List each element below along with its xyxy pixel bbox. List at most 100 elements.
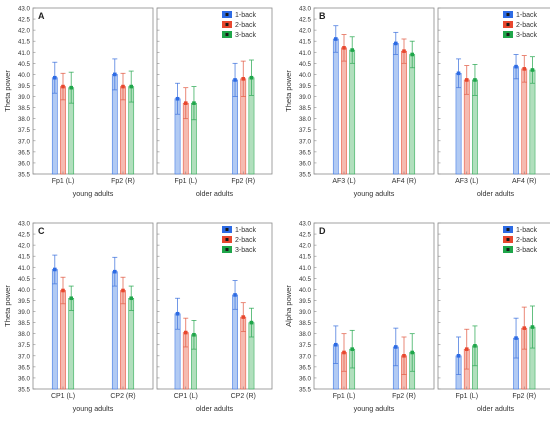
mean-marker bbox=[121, 84, 125, 89]
y-tick-label: 40.0 bbox=[299, 72, 312, 79]
y-tick-label: 40.0 bbox=[299, 287, 312, 294]
mean-marker bbox=[233, 293, 237, 297]
y-tick-label: 35.5 bbox=[18, 387, 31, 394]
mean-marker bbox=[192, 332, 196, 337]
y-tick-label: 38.5 bbox=[18, 105, 31, 112]
mean-marker bbox=[350, 347, 354, 351]
x-tick-label: CP1 (L) bbox=[51, 393, 75, 400]
group-box-young: Fp1 (L) Fp2 (R) young adults bbox=[32, 7, 154, 198]
y-tick-label: 37.0 bbox=[18, 353, 31, 360]
y-tick-label: 41.0 bbox=[18, 265, 31, 272]
legend-marker bbox=[506, 13, 510, 16]
legend-item: 1-back bbox=[222, 11, 257, 19]
legend-marker bbox=[225, 13, 229, 16]
bar bbox=[409, 54, 416, 175]
bar bbox=[455, 73, 462, 175]
group-label: older adults bbox=[196, 189, 234, 198]
group-label: young adults bbox=[354, 404, 395, 413]
bar bbox=[392, 43, 399, 175]
panel-A: Theta power 35.5 36.0 36.5 37.0 37.5 38.0 38.5 3… bbox=[3, 6, 273, 198]
legend-item: 3-back bbox=[222, 246, 257, 254]
mean-marker bbox=[334, 37, 338, 41]
legend-label: 1-back bbox=[516, 12, 538, 19]
y-tick-label: 38.5 bbox=[18, 320, 31, 327]
panel-B: Theta power 35.5 36.0 36.5 37.0 37.5 38.0 38.5 3… bbox=[284, 6, 550, 198]
y-tick-label: 36.0 bbox=[299, 160, 312, 167]
mean-marker bbox=[514, 336, 518, 340]
y-axis-label: Theta power bbox=[284, 70, 293, 112]
y-tick-label: 39.0 bbox=[299, 94, 312, 101]
x-tick-label: CP2 (R) bbox=[231, 393, 256, 400]
legend-label: 2-back bbox=[235, 237, 257, 244]
y-tick-label: 41.0 bbox=[18, 50, 31, 57]
y-tick-label: 39.0 bbox=[18, 309, 31, 316]
mean-marker bbox=[473, 78, 477, 82]
y-tick-label: 39.5 bbox=[18, 298, 31, 305]
panel-letter: B bbox=[319, 11, 326, 21]
group-label: young adults bbox=[73, 404, 114, 413]
y-tick-label: 41.5 bbox=[18, 39, 31, 46]
group-box-older: Fp1 (L) Fp2 (R) older adults bbox=[156, 7, 273, 198]
bar bbox=[60, 290, 66, 390]
y-tick-label: 38.0 bbox=[18, 331, 31, 338]
y-axis-label: Theta power bbox=[3, 70, 12, 112]
y-tick-label: 36.5 bbox=[299, 149, 312, 156]
y-tick-label: 43.0 bbox=[18, 221, 31, 228]
mean-marker bbox=[175, 96, 180, 101]
x-tick-label: Fp2 (R) bbox=[111, 178, 135, 185]
panel-letter: C bbox=[38, 226, 45, 236]
legend-marker bbox=[225, 238, 229, 241]
group-box-young: CP1 (L) CP2 (R) young adults bbox=[32, 222, 154, 413]
y-tick-label: 43.0 bbox=[299, 6, 312, 13]
mean-marker bbox=[342, 350, 346, 355]
legend-item: 1-back bbox=[222, 226, 257, 234]
y-tick-label: 39.5 bbox=[18, 83, 31, 90]
y-tick-label: 36.0 bbox=[18, 160, 31, 167]
mean-marker bbox=[410, 350, 414, 355]
y-tick-label: 39.5 bbox=[299, 298, 312, 305]
x-tick-label: AF3 (L) bbox=[455, 178, 478, 185]
group-box-older: AF3 (L) AF4 (R) older adults bbox=[437, 7, 550, 198]
y-tick-label: 42.0 bbox=[18, 243, 31, 250]
y-tick-label: 37.0 bbox=[299, 138, 312, 145]
y-tick-label: 41.0 bbox=[299, 265, 312, 272]
legend-marker bbox=[506, 238, 510, 241]
bar bbox=[51, 269, 58, 390]
legend-label: 2-back bbox=[235, 22, 257, 29]
group-label: young adults bbox=[73, 189, 114, 198]
legend-label: 3-back bbox=[516, 32, 538, 39]
mean-marker bbox=[121, 288, 125, 293]
mean-marker bbox=[530, 68, 535, 72]
mean-marker bbox=[53, 267, 57, 272]
bar bbox=[68, 298, 75, 390]
mean-marker bbox=[53, 75, 57, 80]
bar bbox=[111, 271, 118, 390]
legend-item: 2-back bbox=[503, 236, 538, 244]
legend-label: 3-back bbox=[235, 247, 257, 254]
y-tick-label: 40.5 bbox=[299, 276, 312, 283]
y-tick-label: 37.0 bbox=[18, 138, 31, 145]
y-tick-label: 42.5 bbox=[299, 232, 312, 239]
y-axis-label: Alpha power bbox=[284, 285, 293, 327]
legend-item: 2-back bbox=[222, 21, 257, 29]
x-tick-label: CP2 (R) bbox=[110, 393, 135, 400]
legend-marker bbox=[225, 228, 229, 231]
mean-marker bbox=[410, 52, 414, 57]
plot-frame bbox=[32, 222, 154, 390]
legend-item: 2-back bbox=[503, 21, 538, 29]
mean-marker bbox=[249, 75, 254, 80]
legend-marker bbox=[506, 228, 510, 231]
y-tick-label: 42.0 bbox=[299, 28, 312, 35]
legend-item: 1-back bbox=[503, 11, 538, 19]
x-tick-label: Fp2 (R) bbox=[392, 393, 416, 400]
panel-letter: D bbox=[319, 226, 326, 236]
legend-marker bbox=[506, 23, 510, 26]
legend-marker bbox=[225, 248, 229, 251]
group-label: older adults bbox=[196, 404, 234, 413]
legend-label: 2-back bbox=[516, 22, 538, 29]
x-tick-label: AF4 (R) bbox=[392, 178, 417, 185]
bar bbox=[401, 50, 407, 175]
y-tick-label: 42.0 bbox=[18, 28, 31, 35]
legend-item: 3-back bbox=[503, 246, 538, 254]
mean-marker bbox=[61, 288, 65, 293]
